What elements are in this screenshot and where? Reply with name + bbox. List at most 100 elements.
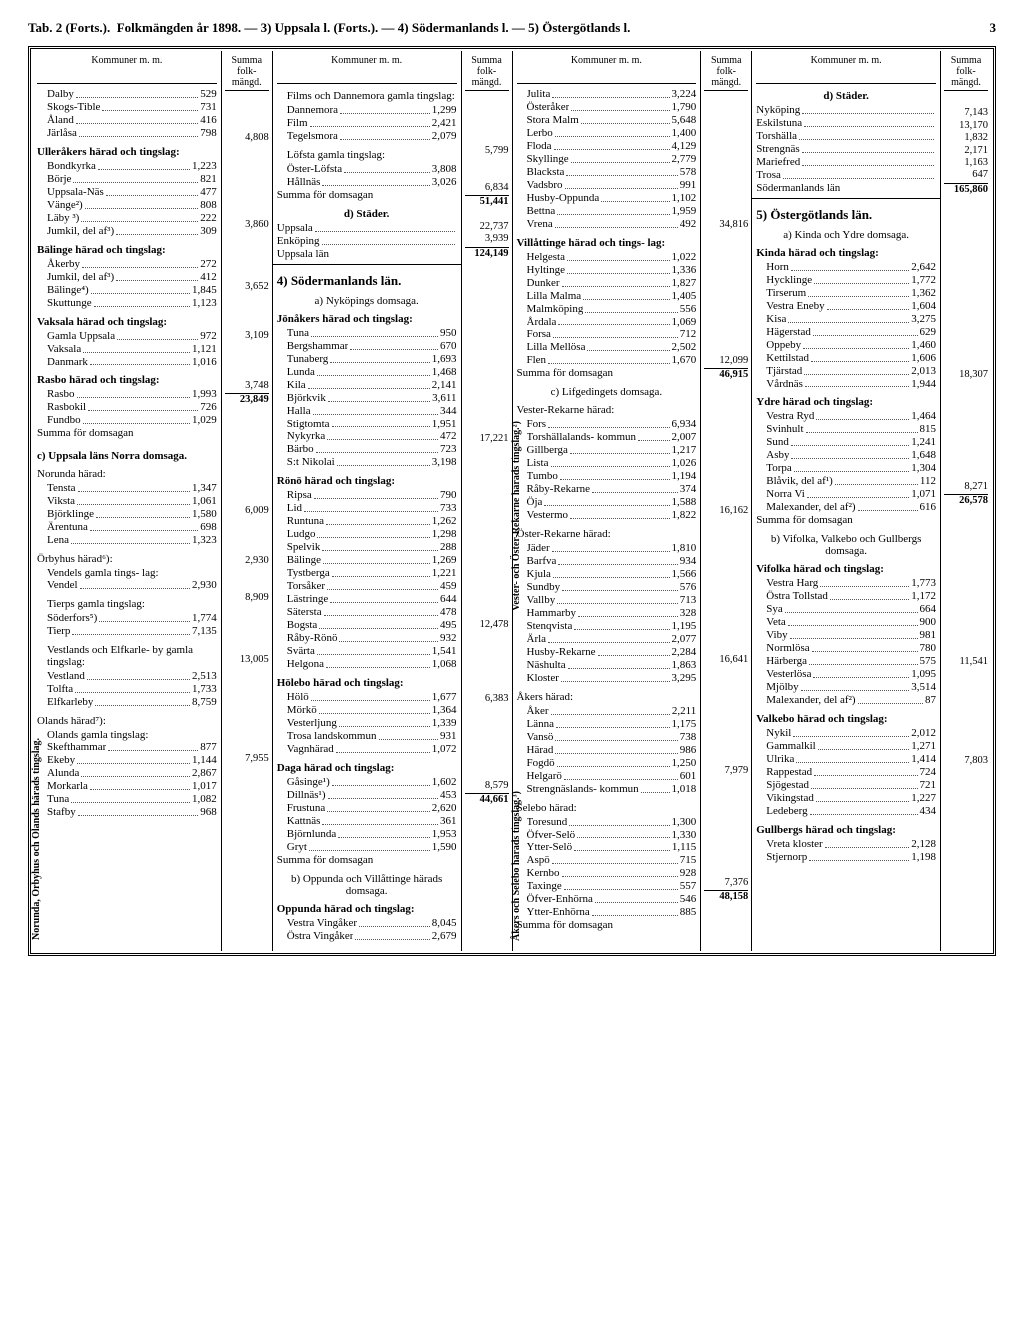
table-row: Vestra Vingåker8,045 — [277, 917, 457, 930]
table-row: Barfva934 — [517, 555, 697, 568]
table-row: Kernbo928 — [517, 867, 697, 880]
table-row: Stigtomta1,951 — [277, 418, 457, 431]
table-row: Vestra Ryd1,464 — [756, 410, 936, 423]
table-row: Dunker1,827 — [517, 277, 697, 290]
table-row: Horn2,642 — [756, 261, 936, 274]
sum-value: 26,578 — [944, 494, 988, 507]
table-row: Sya664 — [756, 603, 936, 616]
sum-value: 51,441 — [465, 195, 509, 208]
section-title: Jönåkers härad och tingslag: — [277, 313, 457, 325]
section-title: Oppunda härad och tingslag: — [277, 903, 457, 915]
colhead-summa: Summa folk- mängd. — [704, 51, 748, 91]
table-row: Taxinge557 — [517, 880, 697, 893]
table-row: Gammalkil1,271 — [756, 740, 936, 753]
sub-section: Åkers härad: — [517, 691, 697, 703]
table-row: Vestra Eneby1,604 — [756, 300, 936, 313]
table-row: Spelvik288 — [277, 541, 457, 554]
table-row: Tuna1,082 — [37, 793, 217, 806]
table-row: Vaksala1,121 — [37, 343, 217, 356]
table-row: Stora Malm5,648 — [517, 114, 697, 127]
table-row: Skyllinge2,779 — [517, 153, 697, 166]
sub-section: Selebo härad: — [517, 802, 697, 814]
table-row: Lunda1,468 — [277, 366, 457, 379]
colhead-kommuner: Kommuner m. m. — [37, 51, 217, 84]
vertical-label-2: Vester- och Öster-Rekarne härads tingsla… — [511, 421, 522, 611]
section-title: Hölebo härad och tingslag: — [277, 677, 457, 689]
sum-value: 17,221 — [465, 433, 509, 445]
table-row: Bettna1,959 — [517, 205, 697, 218]
table-row: Bogsta495 — [277, 619, 457, 632]
colhead-summa: Summa folk- mängd. — [944, 51, 988, 91]
table-row: Kjula1,566 — [517, 568, 697, 581]
table-row: Hyltinge1,336 — [517, 264, 697, 277]
table-row: Vikingstad1,227 — [756, 792, 936, 805]
table-row: Torpa1,304 — [756, 462, 936, 475]
table-row: Sjögestad721 — [756, 779, 936, 792]
sum-value: 8,909 — [225, 592, 269, 604]
table-row: Kettilstad1,606 — [756, 352, 936, 365]
table-row: Dannemora1,299 — [277, 104, 457, 117]
sub-section: Vestlands och Elfkarle- by gamla tingsla… — [37, 644, 217, 668]
table-row: Gillberga1,217 — [517, 444, 697, 457]
table-row: Lilla Malma1,405 — [517, 290, 697, 303]
table-row: Börje821 — [37, 173, 217, 186]
sum-row: Summa för domsagan — [517, 367, 697, 380]
table-row: Lena1,323 — [37, 534, 217, 547]
table-row: Helgona1,068 — [277, 658, 457, 671]
table-row: Helgesta1,022 — [517, 251, 697, 264]
sum-value: 7,803 — [944, 755, 988, 767]
table-row: Lerbo1,400 — [517, 127, 697, 140]
table-row: Östra Vingåker2,679 — [277, 930, 457, 943]
lan-title: 4) Södermanlands län. — [277, 273, 457, 289]
sum-value: 7,979 — [704, 765, 748, 777]
sub-section: b) Vifolka, Valkebo och Gullbergs domsag… — [756, 533, 936, 557]
tab-label: Tab. 2 (Forts.). — [28, 20, 110, 35]
table-row: Tolfta1,733 — [37, 683, 217, 696]
table-row: Lilla Mellösa2,502 — [517, 341, 697, 354]
table-row: Skefthammar877 — [37, 741, 217, 754]
table-row: Kloster3,295 — [517, 672, 697, 685]
header-title: Folkmängden år 1898. — 3) Uppsala l. (Fo… — [117, 20, 631, 35]
sub-section: Öster-Rekarne härad: — [517, 528, 697, 540]
table-row: Tirserum1,362 — [756, 287, 936, 300]
lan-row: Uppsala län — [277, 248, 457, 261]
table-row: Järlåsa798 — [37, 127, 217, 140]
sum-value: 165,860 — [944, 183, 988, 196]
section-title: Kinda härad och tingslag: — [756, 247, 936, 259]
column-2: Kommuner m. m. Films och Dannemora gamla… — [273, 51, 462, 951]
table-row: Enköping — [277, 235, 457, 248]
table-row: Mjölby3,514 — [756, 681, 936, 694]
lan-row: Södermanlands län — [756, 182, 936, 195]
sub-section: Löfsta gamla tingslag: — [277, 149, 457, 161]
sum-value: 44,661 — [465, 793, 509, 806]
table-row: Österåker1,790 — [517, 101, 697, 114]
table-row: Floda4,129 — [517, 140, 697, 153]
table-row: Skuttunge1,123 — [37, 297, 217, 310]
table-row: Hammarby328 — [517, 607, 697, 620]
table-row: Näshulta1,863 — [517, 659, 697, 672]
table-row: Stjernorp1,198 — [756, 851, 936, 864]
table-row: Flen1,670 — [517, 354, 697, 367]
column-3-sum: Summa folk- mängd. 34,816 12,09946,915 1… — [701, 51, 752, 951]
table-row: Torshällalands- kommun2,007 — [517, 431, 697, 444]
table-row: Halla344 — [277, 405, 457, 418]
table-row: Bälinge⁴)1,845 — [37, 284, 217, 297]
sum-value: 48,158 — [704, 890, 748, 903]
sum-value: 23,849 — [225, 393, 269, 406]
column-1: Kommuner m. m. Dalby529Skogs-Tible731Åla… — [33, 51, 222, 951]
sum-row: Summa för domsagan — [517, 919, 697, 932]
table-row: Öfver-Selö1,330 — [517, 829, 697, 842]
vertical-label-3: Åkers och Selebo härads tingslag.³) — [511, 791, 522, 941]
table-row: Alunda2,867 — [37, 767, 217, 780]
main-table: Kommuner m. m. Dalby529Skogs-Tible731Åla… — [28, 46, 996, 956]
table-row: Elfkarleby8,759 — [37, 696, 217, 709]
table-row: Björklinge1,580 — [37, 508, 217, 521]
sum-value: 12,478 — [465, 619, 509, 631]
table-row: Björkvik3,611 — [277, 392, 457, 405]
table-row: Rasbo1,993 — [37, 388, 217, 401]
table-row: Stenqvista1,195 — [517, 620, 697, 633]
page-number: 3 — [990, 20, 997, 36]
table-row: Vallby713 — [517, 594, 697, 607]
sub-section: Olands gamla tingslag: — [37, 729, 217, 741]
table-row: Gåsinge¹)1,602 — [277, 776, 457, 789]
